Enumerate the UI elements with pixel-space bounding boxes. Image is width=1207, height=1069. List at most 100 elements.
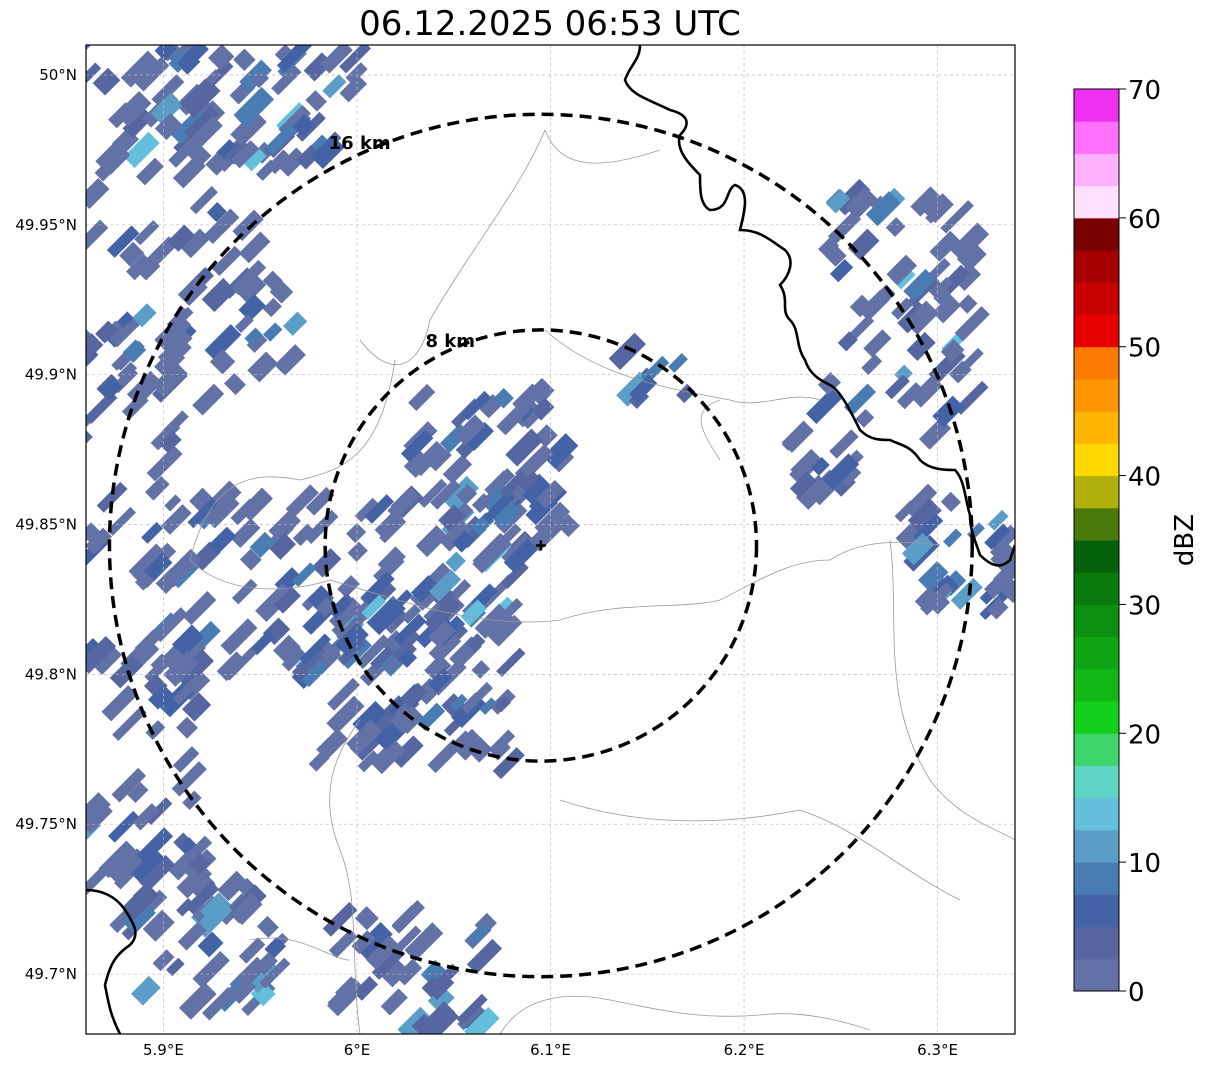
echo-cell	[172, 746, 200, 773]
echo-cell	[163, 650, 200, 687]
echo-cell	[465, 422, 494, 451]
echo-cell	[837, 331, 858, 352]
echo-cell	[142, 551, 173, 582]
echo-cell	[121, 882, 159, 920]
echo-cell	[928, 592, 951, 615]
echo-cell	[940, 338, 965, 363]
echo-cell	[270, 521, 295, 546]
colorbar-segment	[1074, 668, 1119, 702]
echo-cell	[145, 475, 170, 501]
echo-cell	[154, 112, 183, 141]
echo-cell	[310, 135, 345, 170]
echo-cell	[950, 222, 990, 262]
echo-cell	[269, 280, 294, 304]
echo-cell	[328, 597, 362, 630]
echo-cell	[884, 374, 910, 400]
echo-cell	[827, 211, 862, 245]
echo-cell	[501, 561, 529, 590]
map-area: 8 km 16 km	[85, 44, 1016, 1035]
echo-cell	[844, 186, 878, 220]
echo-cell	[849, 294, 873, 318]
echo-cell	[790, 448, 824, 482]
echo-cell	[212, 245, 243, 277]
echo-cell	[127, 781, 149, 803]
echo-cell	[380, 959, 410, 988]
echo-cell	[428, 630, 462, 664]
echo-cell	[355, 634, 391, 670]
echo-cell	[395, 958, 423, 986]
colorbar-segment	[1074, 604, 1119, 638]
echo-cell	[984, 523, 1011, 550]
echo-cell	[885, 217, 906, 237]
colorbar-tick-label: 40	[1128, 463, 1161, 493]
range-rings: 8 km 16 km	[107, 112, 974, 979]
echo-cell	[380, 988, 408, 1016]
echo-cell	[206, 202, 227, 223]
echo-cell	[320, 45, 353, 74]
colorbar-segment	[1074, 250, 1119, 283]
echo-cell	[233, 48, 256, 71]
range-ring	[107, 112, 974, 979]
echo-cell	[354, 906, 379, 931]
echo-cell	[256, 915, 279, 938]
echo-cell	[230, 140, 260, 169]
echo-cell	[354, 497, 380, 523]
lon-tick-label: 6°E	[344, 1041, 371, 1059]
echo-cell	[230, 109, 267, 147]
echo-cell	[95, 136, 131, 172]
echo-cell	[452, 728, 485, 761]
echo-cell	[229, 976, 257, 1004]
echo-cell	[428, 620, 456, 649]
echo-cell	[112, 706, 147, 741]
echo-cell	[86, 522, 100, 542]
echo-cell	[365, 935, 400, 970]
echo-cell	[471, 493, 492, 514]
echo-cell	[209, 348, 236, 375]
echo-cell	[246, 332, 268, 353]
echo-cell	[907, 498, 942, 533]
echo-cell	[925, 198, 951, 224]
echo-cell	[392, 925, 422, 955]
echo-cell	[98, 840, 137, 879]
echo-cell	[167, 224, 195, 252]
echo-cell	[101, 685, 138, 722]
echo-cell	[128, 543, 164, 579]
echo-cell	[265, 121, 299, 156]
lat-tick-label: 50°N	[39, 66, 77, 84]
echo-cell	[138, 854, 176, 892]
echo-cell	[304, 509, 339, 545]
echo-cell	[424, 654, 452, 682]
echo-cell	[346, 719, 383, 756]
echo-cell	[167, 851, 197, 881]
echo-cell	[259, 957, 291, 989]
echo-cell	[262, 297, 282, 318]
echo-cell	[157, 330, 193, 366]
echo-cell	[357, 750, 380, 773]
echo-cell	[345, 62, 368, 85]
colorbar-segment	[1074, 733, 1119, 766]
echo-cell	[154, 346, 186, 378]
echo-cell	[876, 284, 896, 304]
echo-cell	[494, 695, 512, 713]
echo-cell	[472, 532, 512, 572]
echo-cell	[502, 523, 522, 543]
echo-cell	[305, 90, 327, 112]
colorbar-segment	[1074, 346, 1119, 380]
echo-cell	[145, 720, 166, 740]
echo-cell	[438, 504, 466, 532]
echo-cell	[132, 803, 160, 831]
echo-cell	[237, 877, 255, 896]
colorbar-tick-label: 10	[1128, 849, 1161, 879]
echo-cell	[216, 651, 247, 682]
echo-cell	[166, 957, 185, 977]
echo-cell	[131, 849, 165, 883]
echo-cell	[439, 519, 472, 552]
echo-cell	[205, 151, 229, 176]
echo-cell	[86, 329, 96, 364]
echo-cell	[146, 445, 183, 482]
echo-cell	[906, 331, 936, 362]
echo-cell	[134, 220, 160, 246]
echo-cell	[410, 575, 439, 603]
echo-cell	[535, 387, 552, 404]
echo-cell	[456, 993, 488, 1025]
